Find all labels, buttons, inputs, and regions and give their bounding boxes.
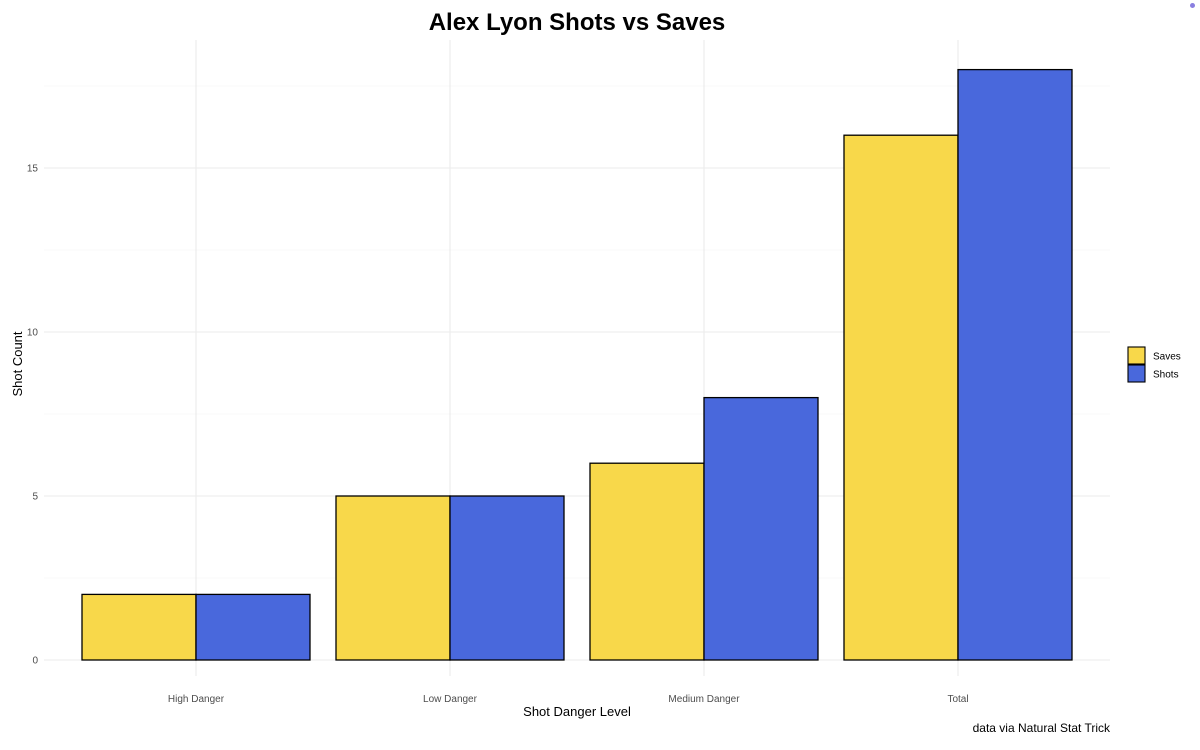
bars (81, 68, 1073, 661)
y-tick-label: 5 (32, 492, 38, 503)
x-axis-ticks: High Danger Low Danger Medium Danger Total (168, 694, 969, 705)
y-tick-label: 10 (27, 328, 39, 339)
bar-saves (843, 134, 959, 661)
bar-saves (589, 462, 705, 661)
x-tick-label: Medium Danger (668, 694, 740, 705)
bar-shots (957, 68, 1073, 661)
corner-dot-icon (1190, 3, 1195, 8)
legend-label: Shots (1153, 370, 1179, 381)
y-tick-label: 15 (27, 164, 39, 175)
x-tick-label: Total (947, 694, 968, 705)
x-tick-label: High Danger (168, 694, 225, 705)
bar-shots (449, 495, 565, 661)
y-axis-title: Shot Count (10, 331, 25, 396)
x-axis-title: Shot Danger Level (523, 704, 631, 719)
y-tick-label: 0 (32, 656, 38, 667)
chart-title: Alex Lyon Shots vs Saves (429, 9, 726, 36)
bar-saves (81, 593, 197, 661)
y-axis-ticks: 0 5 10 15 (27, 164, 39, 667)
legend-label: Saves (1153, 352, 1181, 363)
bar-shots (703, 396, 819, 661)
legend: Saves Shots (1127, 346, 1181, 383)
legend-key-shots (1127, 364, 1146, 383)
x-tick-label: Low Danger (423, 694, 478, 705)
legend-key-saves (1127, 346, 1146, 365)
bar-shots (195, 593, 311, 661)
bar-saves (335, 495, 451, 661)
chart-caption: data via Natural Stat Trick (973, 721, 1111, 735)
